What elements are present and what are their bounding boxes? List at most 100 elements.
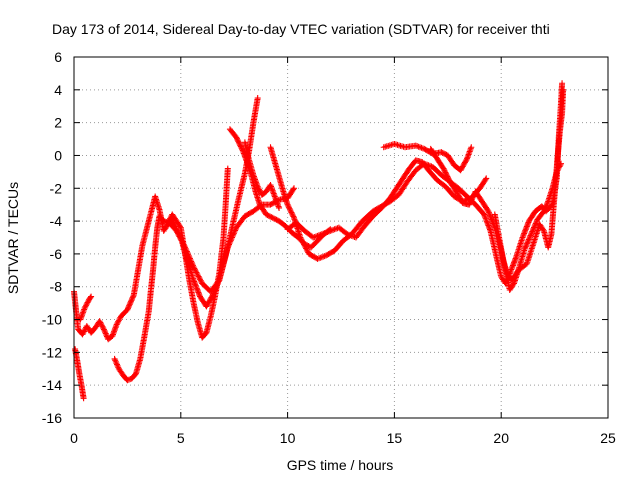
data-point: [125, 304, 132, 311]
x-tick-label: 5: [177, 430, 185, 446]
data-point: [113, 321, 120, 328]
data-point: [79, 331, 86, 338]
data-point: [112, 357, 119, 364]
data-point: [264, 212, 271, 219]
y-tick-label: 4: [54, 82, 62, 98]
y-tick-label: -16: [42, 410, 62, 426]
data-point: [102, 329, 109, 336]
data-point: [184, 249, 191, 256]
data-point: [290, 213, 297, 220]
data-point: [233, 134, 240, 141]
data-point: [204, 302, 211, 309]
data-point: [256, 186, 263, 193]
data-point: [127, 299, 134, 306]
data-point: [173, 227, 180, 234]
data-point: [303, 245, 310, 252]
data-point: [98, 320, 105, 327]
data-point: [113, 360, 120, 367]
data-point: [114, 320, 121, 327]
data-point: [235, 139, 242, 146]
data-point: [454, 191, 461, 198]
data-point: [178, 237, 185, 244]
data-point: [226, 241, 233, 248]
data-point: [124, 306, 131, 313]
data-point: [186, 254, 193, 261]
x-tick-label: 0: [70, 430, 78, 446]
x-tick-label: 10: [280, 430, 296, 446]
data-point: [273, 216, 280, 223]
y-tick-label: -12: [42, 344, 62, 360]
data-point: [284, 201, 291, 208]
data-point: [195, 273, 202, 280]
data-point: [129, 295, 136, 302]
data-point: [254, 95, 261, 102]
data-point: [443, 170, 450, 177]
data-point: [102, 330, 109, 337]
data-point: [235, 138, 242, 145]
data-point: [187, 257, 194, 264]
data-point: [443, 172, 450, 179]
data-point: [301, 242, 308, 249]
data-point: [287, 208, 294, 215]
data-point: [226, 240, 233, 247]
data-point: [523, 241, 530, 248]
data-point: [182, 245, 189, 252]
data-point: [185, 252, 192, 259]
data-point: [98, 322, 105, 329]
data-point: [185, 251, 192, 258]
data-point: [454, 189, 461, 196]
data-point: [540, 226, 547, 233]
data-point: [197, 276, 204, 283]
data-point: [181, 242, 188, 249]
data-point: [445, 176, 452, 183]
data-point: [231, 228, 238, 235]
data-point: [179, 238, 186, 245]
data-point: [193, 269, 200, 276]
data-point: [236, 140, 243, 147]
data-point: [466, 201, 473, 208]
data-point: [459, 164, 466, 171]
axis-ticks: 0 5 10 15 20 25 -16 -14 -12 -10 -8 -6 -4 -2 0 2 4 6: [42, 49, 616, 446]
data-point: [462, 158, 469, 165]
data-point: [176, 233, 183, 240]
data-point: [541, 206, 548, 213]
data-point: [458, 165, 465, 172]
data-point: [204, 300, 211, 307]
data-point: [197, 277, 204, 284]
data-point: [468, 144, 475, 151]
data-point: [285, 204, 292, 211]
data-point: [469, 195, 476, 202]
data-point: [463, 157, 470, 164]
y-tick-label: -8: [50, 279, 63, 295]
y-tick-label: -2: [50, 180, 63, 196]
y-tick-label: -4: [50, 213, 63, 229]
data-point: [174, 229, 181, 236]
x-tick-label: 20: [493, 430, 509, 446]
data-point: [255, 184, 262, 191]
data-point: [215, 278, 222, 285]
data-point: [542, 204, 549, 211]
data-point: [224, 165, 231, 172]
data-point: [298, 237, 305, 244]
data-point: [484, 207, 491, 214]
data-point: [126, 301, 133, 308]
y-tick-label: 0: [54, 147, 62, 163]
data-point: [233, 135, 240, 142]
data-point: [304, 248, 311, 255]
data-point: [96, 318, 103, 325]
data-point: [444, 173, 451, 180]
data-point: [440, 165, 447, 172]
data-point: [287, 206, 294, 213]
data-point: [254, 183, 261, 190]
data-point: [234, 137, 241, 144]
data-point: [124, 305, 131, 312]
data-point: [460, 162, 467, 169]
data-point: [179, 240, 186, 247]
data-point: [97, 319, 104, 326]
data-point: [129, 294, 136, 301]
data-point: [526, 233, 533, 240]
data-point: [510, 281, 517, 288]
data-point: [299, 238, 306, 245]
data-point: [453, 188, 460, 195]
data-point: [80, 395, 87, 402]
